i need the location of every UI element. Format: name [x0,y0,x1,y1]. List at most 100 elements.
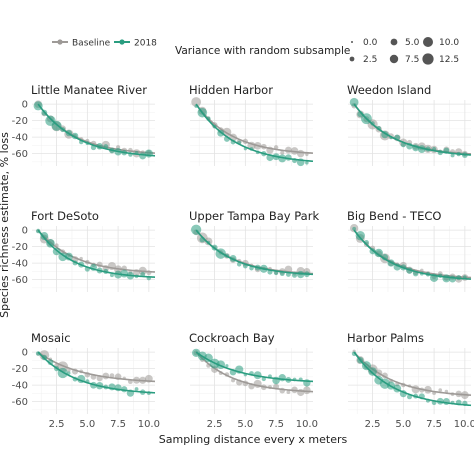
legend-label-2018: 2018 [134,39,157,49]
panel-title: Upper Tampa Bay Park [189,209,319,223]
x-tick-label: 2.5 [365,419,381,430]
point-2018 [40,232,49,240]
point-2018 [134,387,139,391]
size-legend-label: 10.0 [439,38,459,48]
y-tick-label: 0 [22,226,28,237]
point-2018 [46,238,55,248]
y-tick-label: -40 [12,259,28,270]
point-2018 [109,273,114,278]
point-baseline [191,97,202,107]
fit-line-2018 [37,229,156,278]
size-legend-label: 5.0 [405,38,420,48]
panel-5: Big Bend - TECO [347,209,472,292]
point-baseline [109,373,115,378]
point-2018 [236,262,242,267]
fit-line-2018 [37,103,156,157]
x-tick-label: 10.0 [296,419,318,430]
size-legend-label: 2.5 [363,55,377,65]
x-tick-label: 2.5 [49,419,65,430]
point-baseline [438,388,443,392]
fit-line-2018 [195,351,314,383]
panel-title: Hidden Harbor [189,83,273,97]
panel-8: Harbor Palms 2.5 5.0 7.5 10.0 [347,331,474,430]
size-legend-title: Variance with random subsample [175,45,350,57]
panel-title: Harbor Palms [347,331,424,345]
fit-line-2018 [37,351,156,394]
point-2018 [274,271,279,276]
panel-title: Cockroach Bay [189,331,275,345]
size-legend-label: 0.0 [363,38,378,48]
x-tick-label: 7.5 [268,419,284,430]
point-2018 [225,364,229,368]
x-tick-label: 2.5 [207,419,223,430]
point-2018 [58,252,68,262]
point-2018 [374,248,384,258]
point-2018 [352,226,357,231]
fit-line-2018 [195,229,314,276]
point-baseline [67,368,71,373]
y-tick-label: -20 [12,364,28,375]
fit-line-2018 [353,103,472,156]
size-legend-circle [351,41,353,43]
point-2018 [144,149,153,158]
x-tick-label: 10.0 [138,419,160,430]
size-legend-circle [349,56,355,62]
size-legend-circle [390,38,398,46]
point-2018 [450,153,455,158]
y-tick-label: 0 [22,100,28,111]
fit-line-2018 [353,229,472,280]
panel-title: Mosaic [31,331,71,345]
size-legend-label: 12.5 [439,55,459,65]
point-2018 [305,161,309,165]
panel-title: Weedon Island [347,83,431,97]
x-tick-label: 5.0 [395,419,411,430]
x-tick-label: 7.5 [110,419,126,430]
y-tick-label: -60 [12,275,28,286]
y-tick-label: -40 [12,133,28,144]
point-2018 [67,371,71,375]
x-tick-label: 7.5 [426,419,442,430]
y-axis-title: Species richness estimate, % loss [0,132,11,318]
point-2018 [47,359,54,366]
legend-dot-baseline [57,39,63,45]
fit-line-baseline [195,351,314,393]
panel-2: Weedon Island [347,83,472,166]
size-legend-circle [389,54,399,64]
legend: Baseline 2018 Variance with random subsamp… [52,37,459,65]
panel-1: Hidden Harbor [189,83,314,167]
x-tick-label: 10.0 [454,419,474,430]
y-tick-label: 0 [22,348,28,359]
y-tick-label: -60 [12,149,28,160]
fit-line-2018 [195,103,314,163]
panel-4: Upper Tampa Bay Park [189,209,319,292]
y-tick-label: -60 [12,397,28,408]
point-baseline [303,386,311,395]
point-baseline [286,390,291,395]
y-tick-label: -20 [12,242,28,253]
fit-line-baseline [37,351,156,383]
size-legend-label: 7.5 [405,55,419,65]
y-tick-label: -20 [12,116,28,127]
point-2018 [361,361,371,371]
panel-title: Fort DeSoto [31,209,99,223]
x-tick-label: 5.0 [237,419,253,430]
point-2018 [349,97,359,107]
fit-line-2018 [353,351,472,407]
point-2018 [368,367,377,376]
panel-7: Cockroach Bay 2.5 5.0 7.5 10.0 [189,331,318,430]
point-baseline [280,150,285,155]
panel-title: Little Manatee River [31,83,147,97]
point-2018 [204,353,213,363]
y-tick-label: -40 [12,381,28,392]
legend-label-baseline: Baseline [72,39,111,49]
point-2018 [355,231,365,241]
x-axis-title: Sampling distance every x meters [159,433,348,446]
panel-title: Big Bend - TECO [347,209,441,223]
point-baseline [296,149,305,158]
size-legend-circle [423,37,433,47]
